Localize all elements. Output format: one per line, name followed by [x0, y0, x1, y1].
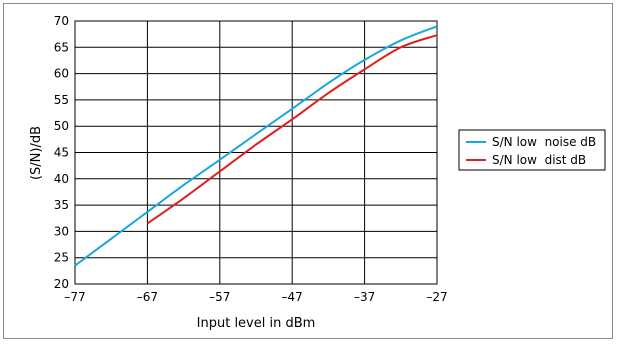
y-tick-label: 25: [54, 251, 69, 265]
y-axis-title: (S/N)/dB: [29, 126, 44, 180]
legend: S/N low noise dB S/N low dist dB: [458, 129, 606, 171]
x-axis-title: Input level in dBm: [197, 316, 316, 331]
grid-lines: [74, 20, 438, 285]
y-tick-label: 50: [54, 119, 69, 133]
chart-frame: [3, 3, 613, 339]
y-tick-label: 55: [54, 93, 69, 107]
y-tick-label: 65: [54, 40, 69, 54]
y-tick-label: 20: [54, 277, 69, 291]
x-tick-label: –37: [354, 290, 375, 304]
x-tick-label: –67: [137, 290, 158, 304]
y-tick-label: 40: [54, 172, 69, 186]
x-tick-labels: –77 –67 –57 –47 –37 –27: [64, 290, 447, 304]
x-tick-label: –27: [426, 290, 447, 304]
x-tick-label: –77: [64, 290, 85, 304]
legend-box: [458, 129, 606, 171]
y-tick-label: 70: [54, 14, 69, 28]
y-tick-label: 60: [54, 67, 69, 81]
y-tick-label: 30: [54, 224, 69, 238]
y-tick-label: 45: [54, 146, 69, 160]
series-line-1: [146, 34, 438, 225]
y-tick-label: 35: [54, 198, 69, 212]
x-tick-label: –47: [282, 290, 303, 304]
legend-label-noise: S/N low noise dB: [492, 135, 596, 149]
legend-label-dist: S/N low dist dB: [492, 153, 586, 167]
x-tick-label: –57: [209, 290, 230, 304]
series-line-0: [74, 25, 438, 267]
series-layer: [74, 25, 438, 267]
y-tick-labels: 20 25 30 35 40 45 50 55 60 65 70: [54, 14, 69, 291]
